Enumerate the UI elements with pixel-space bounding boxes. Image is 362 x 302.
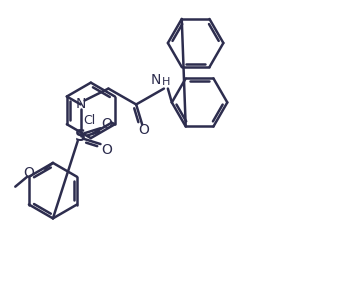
Text: Cl: Cl bbox=[83, 114, 95, 127]
Text: O: O bbox=[101, 117, 112, 131]
Text: H: H bbox=[162, 77, 170, 87]
Text: O: O bbox=[139, 123, 150, 137]
Text: N: N bbox=[76, 98, 86, 111]
Text: O: O bbox=[101, 143, 112, 157]
Text: O: O bbox=[23, 166, 34, 180]
Text: S: S bbox=[75, 129, 86, 144]
Text: N: N bbox=[151, 72, 161, 87]
